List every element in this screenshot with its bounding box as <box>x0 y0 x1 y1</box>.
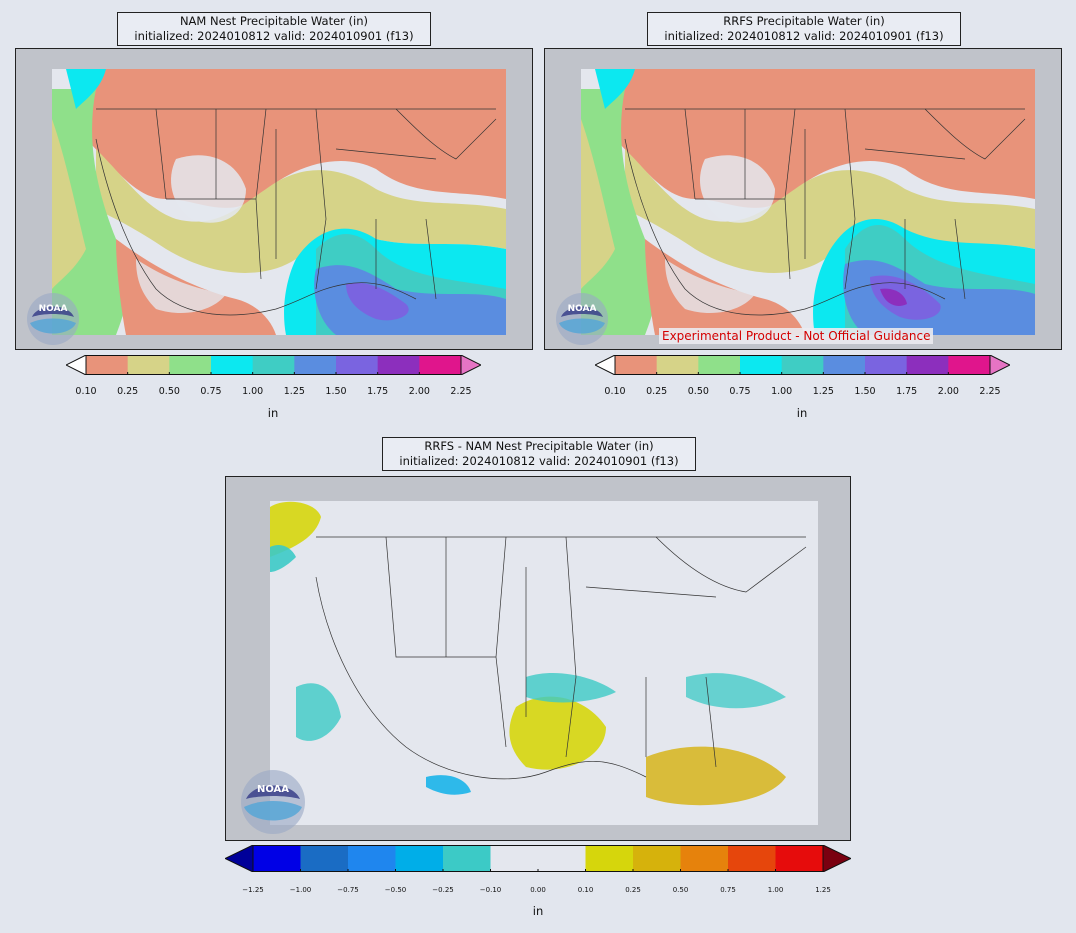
diff-map-title: RRFS - NAM Nest Precipitable Water (in) … <box>382 437 696 471</box>
colorbar-segment <box>680 845 729 872</box>
colorbar-tick-label: 0.10 <box>577 886 594 894</box>
nam-map-title: NAM Nest Precipitable Water (in) initial… <box>117 12 431 46</box>
colorbar-segment <box>633 845 681 872</box>
colorbar-segment <box>443 845 491 872</box>
colorbar-tick-label: 0.25 <box>646 386 668 397</box>
colorbar-segment <box>865 355 908 375</box>
colorbar-segment <box>698 355 741 375</box>
colorbar-tick-label: 1.00 <box>242 386 264 397</box>
colorbar-segment <box>823 355 866 375</box>
diff-title-line1: RRFS - NAM Nest Precipitable Water (in) <box>424 439 654 453</box>
colorbar-segment <box>656 355 699 375</box>
colorbar-tick-label: 1.25 <box>283 386 305 397</box>
colorbar-tick-label: 0.75 <box>720 886 736 894</box>
colorbar-tick-label: −0.75 <box>337 886 359 894</box>
nam-precipitable-water-map: NOAA <box>15 48 533 350</box>
rrfs-colorbar-canvas <box>593 354 1012 376</box>
colorbar-tick-label: −1.25 <box>242 886 264 894</box>
experimental-product-disclaimer: Experimental Product - Not Official Guid… <box>659 328 934 344</box>
colorbar-tick-label: −0.25 <box>432 886 454 894</box>
colorbar-segment <box>728 845 776 872</box>
colorbar-segment <box>775 845 824 872</box>
nam-map-canvas <box>52 69 506 335</box>
colorbar-segment <box>419 355 462 375</box>
colorbar-segment <box>948 355 991 375</box>
colorbar-tick-label: 1.25 <box>812 386 834 397</box>
colorbar-segment <box>585 845 634 872</box>
colorbar-tick-label: 0.10 <box>75 386 97 397</box>
colorbar-segment <box>336 355 379 375</box>
rrfs-colorbar <box>593 354 1012 376</box>
colorbar-segment <box>300 845 349 872</box>
colorbar-tick-label: −0.10 <box>479 886 502 894</box>
diff-map-canvas <box>270 501 818 825</box>
colorbar-tick-label: 2.25 <box>450 386 472 397</box>
colorbar-tick-label: 0.75 <box>729 386 751 397</box>
diff-title-line2: initialized: 2024010812 valid: 202401090… <box>399 454 679 468</box>
svg-text:NOAA: NOAA <box>39 304 68 314</box>
colorbar-segment <box>740 355 783 375</box>
diff-colorbar-canvas <box>223 844 853 873</box>
colorbar-tick-label: 0.10 <box>604 386 626 397</box>
diff-colorbar-unit: in <box>532 904 544 918</box>
colorbar-segment <box>294 355 337 375</box>
nam-title-line2: initialized: 2024010812 valid: 202401090… <box>134 29 414 43</box>
colorbar-segment <box>615 355 658 375</box>
colorbar-segment <box>252 355 295 375</box>
rrfs-title-line1: RRFS Precipitable Water (in) <box>723 14 885 28</box>
colorbar-tick-label: −0.50 <box>384 886 407 894</box>
rrfs-map-canvas <box>581 69 1035 335</box>
difference-precipitable-water-map: NOAA <box>225 476 851 841</box>
svg-text:NOAA: NOAA <box>257 784 289 795</box>
colorbar-over-arrow <box>460 354 483 376</box>
svg-text:NOAA: NOAA <box>568 304 597 314</box>
colorbar-over-arrow <box>989 354 1012 376</box>
colorbar-segment <box>127 355 170 375</box>
colorbar-segment <box>538 845 586 872</box>
nam-colorbar-unit: in <box>267 406 279 420</box>
colorbar-segment <box>781 355 824 375</box>
colorbar-tick-label: 1.50 <box>854 386 876 397</box>
colorbar-segment <box>253 845 301 872</box>
colorbar-tick-label: 0.50 <box>158 386 180 397</box>
rrfs-colorbar-unit: in <box>796 406 808 420</box>
colorbar-over-arrow <box>822 844 853 873</box>
colorbar-tick-label: 1.00 <box>767 886 784 894</box>
colorbar-tick-label: 1.75 <box>367 386 389 397</box>
colorbar-tick-label: 1.25 <box>815 886 831 894</box>
colorbar-segment <box>490 845 539 872</box>
colorbar-segment <box>906 355 949 375</box>
colorbar-tick-label: 2.00 <box>408 386 430 397</box>
colorbar-tick-label: 0.25 <box>117 386 139 397</box>
colorbar-tick-label: 0.00 <box>530 886 546 894</box>
rrfs-title-line2: initialized: 2024010812 valid: 202401090… <box>664 29 944 43</box>
colorbar-segment <box>86 355 129 375</box>
colorbar-under-arrow <box>593 354 616 376</box>
colorbar-segment <box>348 845 396 872</box>
nam-colorbar-canvas <box>64 354 483 376</box>
diff-colorbar <box>223 844 853 873</box>
colorbar-tick-label: 2.00 <box>937 386 959 397</box>
colorbar-tick-label: 2.25 <box>979 386 1001 397</box>
colorbar-tick-label: 0.25 <box>625 886 641 894</box>
nam-title-line1: NAM Nest Precipitable Water (in) <box>179 14 369 28</box>
colorbar-tick-label: −1.00 <box>289 886 312 894</box>
colorbar-under-arrow <box>223 844 254 873</box>
colorbar-segment <box>395 845 444 872</box>
rrfs-map-title: RRFS Precipitable Water (in) initialized… <box>647 12 961 46</box>
colorbar-tick-label: 0.50 <box>672 886 689 894</box>
colorbar-segment <box>211 355 254 375</box>
colorbar-tick-label: 0.50 <box>687 386 709 397</box>
colorbar-tick-label: 0.75 <box>200 386 222 397</box>
colorbar-tick-label: 1.00 <box>771 386 793 397</box>
colorbar-segment <box>169 355 212 375</box>
colorbar-under-arrow <box>64 354 87 376</box>
nam-colorbar <box>64 354 483 376</box>
colorbar-segment <box>377 355 420 375</box>
colorbar-tick-label: 1.75 <box>896 386 918 397</box>
rrfs-precipitable-water-map: NOAA Experimental Product - Not Official… <box>544 48 1062 350</box>
colorbar-tick-label: 1.50 <box>325 386 347 397</box>
